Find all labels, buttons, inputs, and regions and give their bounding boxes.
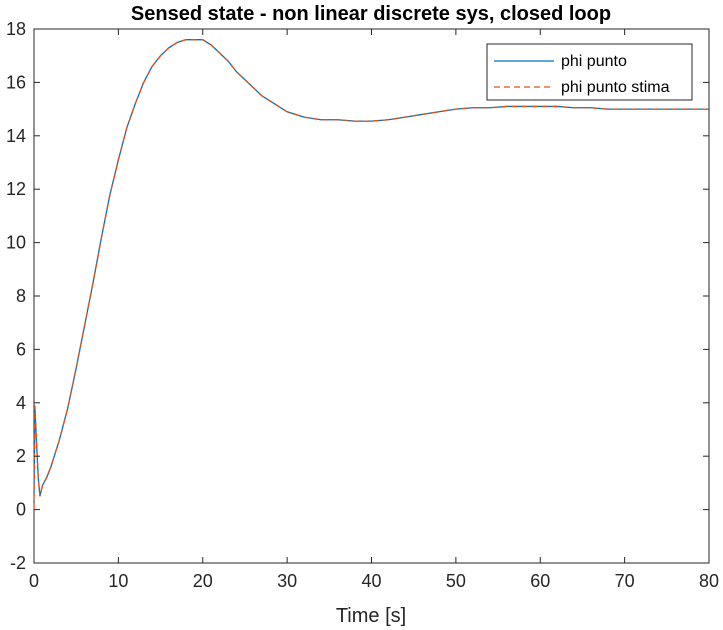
y-tick-label: 8 <box>16 286 26 306</box>
series-line-phi-punto-stima <box>33 39 709 510</box>
x-tick-label: 10 <box>108 571 128 591</box>
y-tick-label: 12 <box>6 179 26 199</box>
y-tick-label: 16 <box>6 72 26 92</box>
x-axis-label: Time [s] <box>336 605 406 627</box>
x-tick-label: 40 <box>361 571 381 591</box>
y-tick-label: 0 <box>16 500 26 520</box>
y-tick-label: 4 <box>16 393 26 413</box>
x-tick-label: 80 <box>699 571 719 591</box>
y-tick-label: 14 <box>6 126 26 146</box>
legend-label-phi-punto: phi punto <box>561 53 627 70</box>
x-tick-label: 70 <box>615 571 635 591</box>
plot-area <box>33 28 710 564</box>
y-tick-label: 2 <box>16 446 26 466</box>
series-layer <box>33 39 709 510</box>
legend-label-phi-punto-stima: phi punto stima <box>561 79 670 96</box>
x-tick-label: 50 <box>446 571 466 591</box>
x-tick-label: 30 <box>277 571 297 591</box>
y-tick-label: 6 <box>16 339 26 359</box>
legend-box <box>486 43 693 101</box>
legend: phi punto phi punto stima <box>486 43 693 101</box>
y-tick-label: 18 <box>6 19 26 39</box>
y-tick-label: -2 <box>10 553 26 573</box>
x-tick-label: 0 <box>29 571 39 591</box>
x-tick-label: 60 <box>530 571 550 591</box>
y-tick-label: 10 <box>6 233 26 253</box>
chart-title: Sensed state - non linear discrete sys, … <box>131 3 611 25</box>
x-tick-label: 20 <box>193 571 213 591</box>
